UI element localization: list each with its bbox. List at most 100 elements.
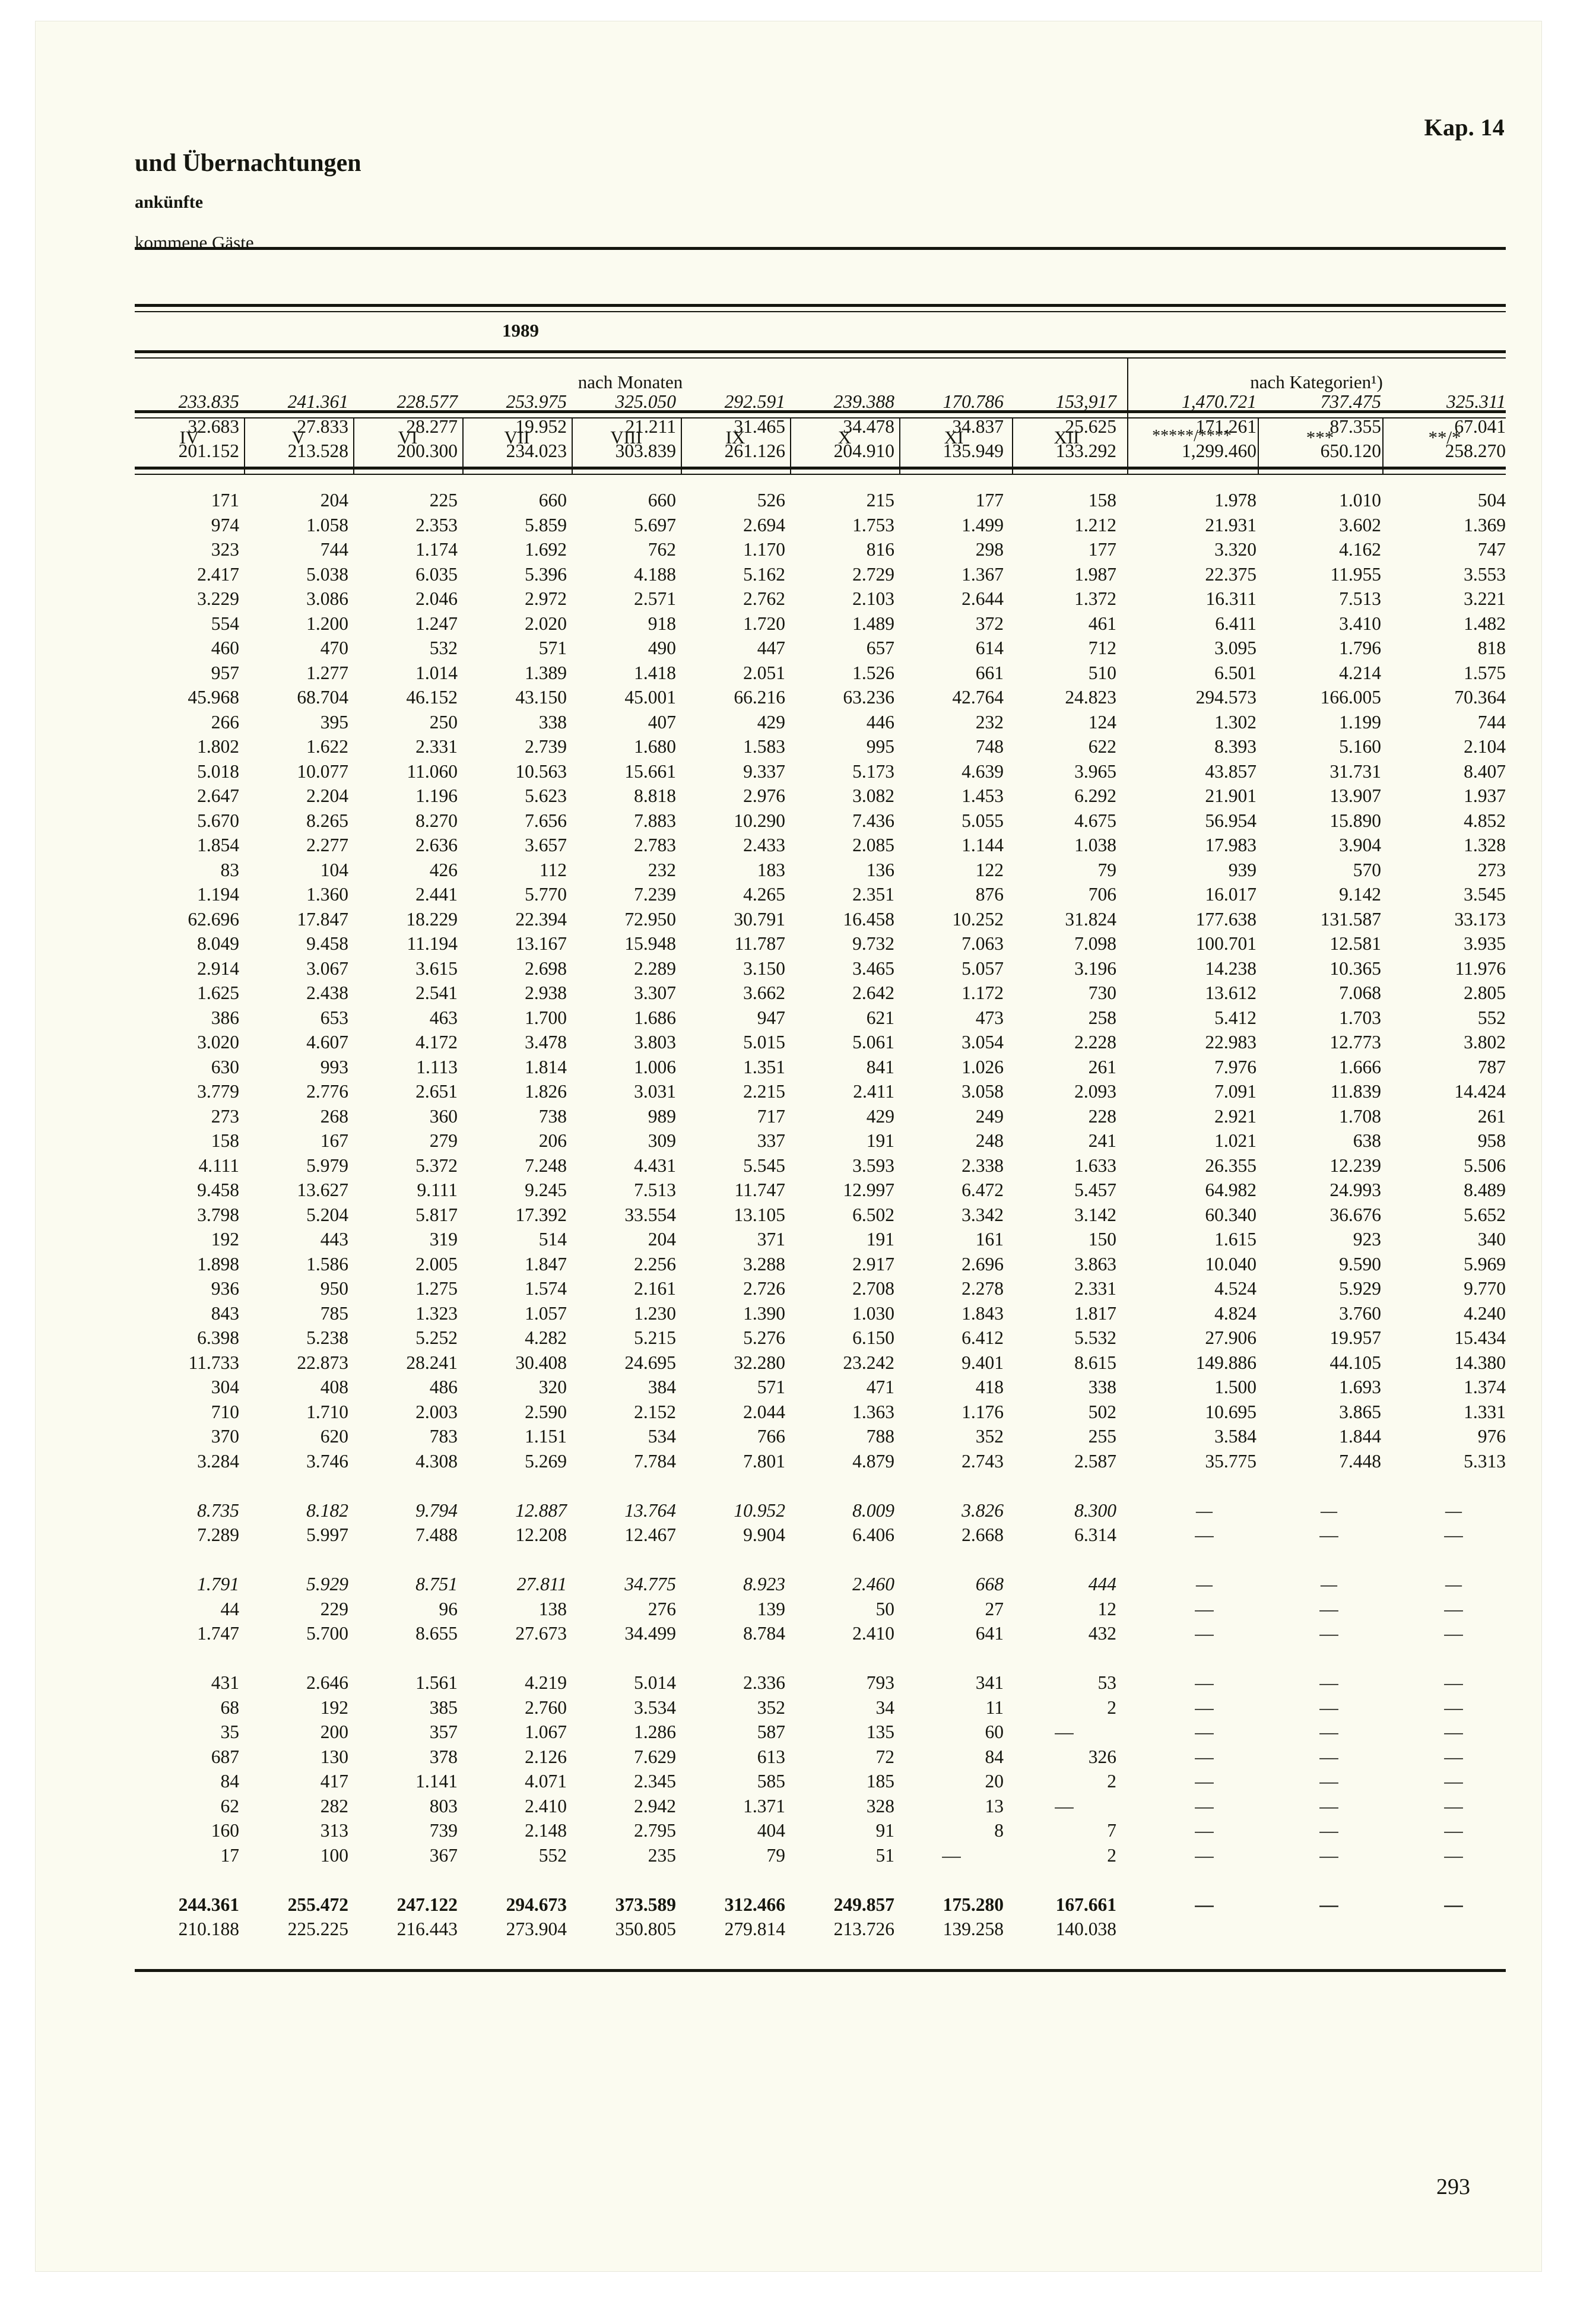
table-cell: — — [1444, 1894, 1463, 1915]
table-cell: 3.095 — [1214, 638, 1256, 658]
table-cell: 248 — [975, 1130, 1004, 1151]
table-cell: 7 — [1107, 1820, 1116, 1841]
table-row: 4.111 5.979 5.372 7.248 4.431 5.545 3.593 2.338… — [135, 1153, 1506, 1178]
vrule-col-5 — [681, 417, 682, 474]
table-cell: 386 — [211, 1007, 239, 1028]
table-cell: 1.371 — [743, 1795, 785, 1816]
table-cell: 1.708 — [1339, 1105, 1381, 1127]
table-cell: 2.085 — [852, 835, 894, 855]
vrule-col-11 — [1382, 417, 1384, 474]
table-cell: 950 — [320, 1278, 348, 1299]
table-cell: 56.954 — [1205, 810, 1256, 831]
block-spacer — [135, 1868, 1506, 1892]
table-cell: 1.174 — [415, 539, 458, 560]
table-cell: 4.607 — [306, 1032, 348, 1052]
table-cell: 2.696 — [962, 1253, 1004, 1274]
table-cell: 12 — [1097, 1598, 1117, 1619]
table-cell: 4.879 — [852, 1450, 894, 1472]
table-cell: 429 — [757, 711, 785, 733]
table-cell: 337 — [757, 1130, 785, 1151]
table-cell: 10.252 — [952, 908, 1004, 930]
table-cell: — — [1195, 1623, 1214, 1644]
table-cell: 3.284 — [197, 1450, 239, 1472]
table-cell: 14.380 — [1454, 1352, 1506, 1373]
table-cell: 2.093 — [1074, 1081, 1116, 1102]
table-row: 1.791 5.929 8.751 27.811 34.775 8.923 2.460 668… — [135, 1572, 1506, 1597]
table-cell: 34.837 — [952, 416, 1004, 437]
table-cell: 2.351 — [852, 884, 894, 905]
table-cell: — — [1444, 1697, 1463, 1718]
table-cell: 407 — [648, 711, 676, 733]
table-cell: — — [1195, 1574, 1213, 1594]
table-cell: 1.151 — [525, 1426, 567, 1447]
table-cell: — — [1195, 1721, 1214, 1742]
table-cell: 2.743 — [962, 1450, 1004, 1472]
table-cell: 766 — [757, 1426, 785, 1447]
table-cell: — — [942, 1844, 961, 1866]
table-cell: 7.976 — [1214, 1056, 1256, 1077]
table-cell: 936 — [211, 1278, 239, 1299]
table-cell: 63.236 — [843, 687, 894, 708]
table-cell: 923 — [1353, 1229, 1381, 1250]
table-cell: — — [1444, 1598, 1463, 1619]
table-cell: 4.071 — [525, 1771, 567, 1792]
table-cell: 2.805 — [1464, 982, 1506, 1003]
header-group-months: nach Monaten — [578, 372, 683, 392]
table-cell: 5.276 — [743, 1327, 785, 1348]
table-cell: 1.247 — [415, 613, 458, 634]
table-row: 5.670 8.265 8.270 7.656 7.883 10.290 7.436 5.05… — [135, 809, 1506, 833]
table-cell: 9.142 — [1339, 884, 1381, 905]
table-cell: — — [1195, 1697, 1214, 1718]
table-cell: 79 — [766, 1844, 786, 1866]
table-cell: — — [1055, 1721, 1074, 1742]
table-cell: 46.152 — [406, 687, 458, 708]
table-row: 630 993 1.113 1.814 1.006 1.351 841 1.026 261 7.9… — [135, 1055, 1506, 1080]
column-header-cat-5-4: *****/**** — [1152, 427, 1232, 445]
table-cell: 4.219 — [525, 1672, 567, 1693]
table-cell: 1.574 — [525, 1278, 567, 1299]
table-cell: 7.248 — [525, 1155, 567, 1176]
vrule-col-4 — [572, 417, 573, 474]
table-row: 192 443 319 514 204 371 191 161 150 1.615 923 340 — [135, 1227, 1506, 1252]
table-cell: 3.965 — [1074, 760, 1116, 782]
table-cell: 44.105 — [1329, 1352, 1381, 1373]
table-cell: 1.583 — [743, 736, 785, 757]
table-cell: 1.987 — [1074, 563, 1116, 585]
table-row: 3.020 4.607 4.172 3.478 3.803 5.015 5.061 3.054… — [135, 1030, 1506, 1055]
rule-under-subtitle-b — [135, 311, 1506, 312]
table-cell: 8.751 — [415, 1574, 458, 1594]
table-cell: 1.978 — [1214, 490, 1256, 511]
table-cell: 1.720 — [743, 613, 785, 634]
table-cell: 1.390 — [743, 1302, 785, 1324]
table-cell: 1.372 — [1074, 588, 1116, 609]
table-cell: 13.627 — [297, 1180, 348, 1200]
table-cell: 225.225 — [287, 1919, 348, 1939]
table-cell: 9.794 — [415, 1499, 458, 1521]
table-cell: 3.229 — [197, 588, 239, 609]
table-cell: 918 — [648, 613, 676, 634]
table-cell: 471 — [866, 1377, 894, 1397]
table-cell: 11.747 — [734, 1180, 785, 1200]
table-cell: 1.633 — [1074, 1155, 1116, 1176]
table-cell: 43.150 — [515, 687, 567, 708]
table-cell: 5.700 — [306, 1623, 348, 1644]
table-cell: — — [1319, 1820, 1338, 1841]
table-cell: 9.111 — [417, 1180, 458, 1200]
table-row: 3.798 5.204 5.817 17.392 33.554 13.105 6.502 3.… — [135, 1203, 1506, 1228]
table-cell: 730 — [1088, 982, 1116, 1003]
table-cell: 3.478 — [525, 1032, 567, 1052]
table-cell: 68 — [220, 1697, 240, 1718]
table-cell: 5.160 — [1339, 736, 1381, 757]
table-cell: 395 — [320, 711, 348, 733]
table-cell: 4.824 — [1214, 1302, 1256, 1324]
table-cell: 1.010 — [1339, 490, 1381, 511]
table-cell: 4.172 — [415, 1032, 458, 1052]
table-cell: 748 — [975, 736, 1004, 757]
table-cell: 1.328 — [1464, 835, 1506, 855]
table-cell: 762 — [648, 539, 676, 560]
table-row: 5.018 10.077 11.060 10.563 15.661 9.337 5.173 4… — [135, 759, 1506, 784]
table-cell: — — [1319, 1524, 1338, 1545]
table-row: 3.284 3.746 4.308 5.269 7.784 7.801 4.879 2.743… — [135, 1449, 1506, 1474]
table-cell: 5.506 — [1464, 1155, 1506, 1176]
table-cell: — — [1444, 1524, 1463, 1545]
